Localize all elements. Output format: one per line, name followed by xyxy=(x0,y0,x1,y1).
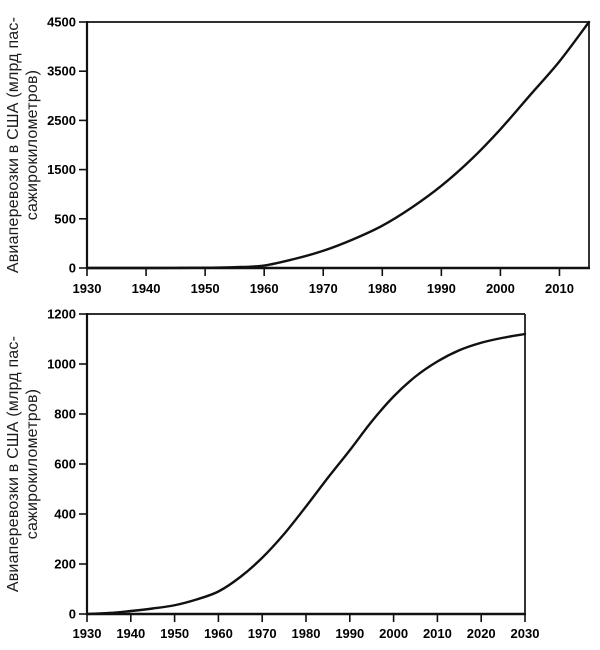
data-curve xyxy=(85,20,591,270)
y-tick-label: 2500 xyxy=(47,113,76,128)
x-tick-label: 1960 xyxy=(250,281,279,296)
x-tick-label: 1930 xyxy=(73,626,102,641)
x-tick-label: 1980 xyxy=(368,281,397,296)
x-tick-label: 1950 xyxy=(191,281,220,296)
x-tick-label: 2020 xyxy=(467,626,496,641)
x-tick-label: 2030 xyxy=(511,626,540,641)
x-tick-label: 1990 xyxy=(335,626,364,641)
x-tick-label: 1980 xyxy=(292,626,321,641)
y-tick-label: 1200 xyxy=(47,307,76,322)
y-tick-label: 400 xyxy=(54,507,76,522)
x-tick-label: 1990 xyxy=(427,281,456,296)
top-chart-exponential-plot: 0 500 1500 2500 3500 4500 1930 1940 1950 1960 1970… xyxy=(47,15,591,296)
x-tick-label: 1930 xyxy=(73,281,102,296)
y-tick-label: 600 xyxy=(54,457,76,472)
x-tick-label: 1940 xyxy=(116,626,145,641)
y-tick-label: 1500 xyxy=(47,162,76,177)
x-tick-label: 1950 xyxy=(160,626,189,641)
x-tick-label: 1960 xyxy=(204,626,233,641)
x-tick-label: 2010 xyxy=(545,281,574,296)
x-tick-label: 2000 xyxy=(486,281,515,296)
y-tick-label: 200 xyxy=(54,557,76,572)
bottom-chart-s-curve-plot: 0 200 400 600 800 1000 1200 1930 1940 1950 1960 197… xyxy=(47,307,540,642)
y-tick-label: 0 xyxy=(69,607,76,622)
x-tick-label: 1940 xyxy=(132,281,161,296)
x-tick-label: 2010 xyxy=(423,626,452,641)
y-tick-label: 800 xyxy=(54,407,76,422)
y-tick-label: 3500 xyxy=(47,64,76,79)
x-tick-label: 1970 xyxy=(309,281,338,296)
y-tick-label: 1000 xyxy=(47,357,76,372)
y-tick-label: 4500 xyxy=(47,15,76,30)
y-tick-label: 500 xyxy=(54,211,76,226)
y-tick-label: 0 xyxy=(69,261,76,276)
x-tick-label: 1970 xyxy=(248,626,277,641)
x-tick-label: 2000 xyxy=(379,626,408,641)
data-curve xyxy=(85,332,527,616)
